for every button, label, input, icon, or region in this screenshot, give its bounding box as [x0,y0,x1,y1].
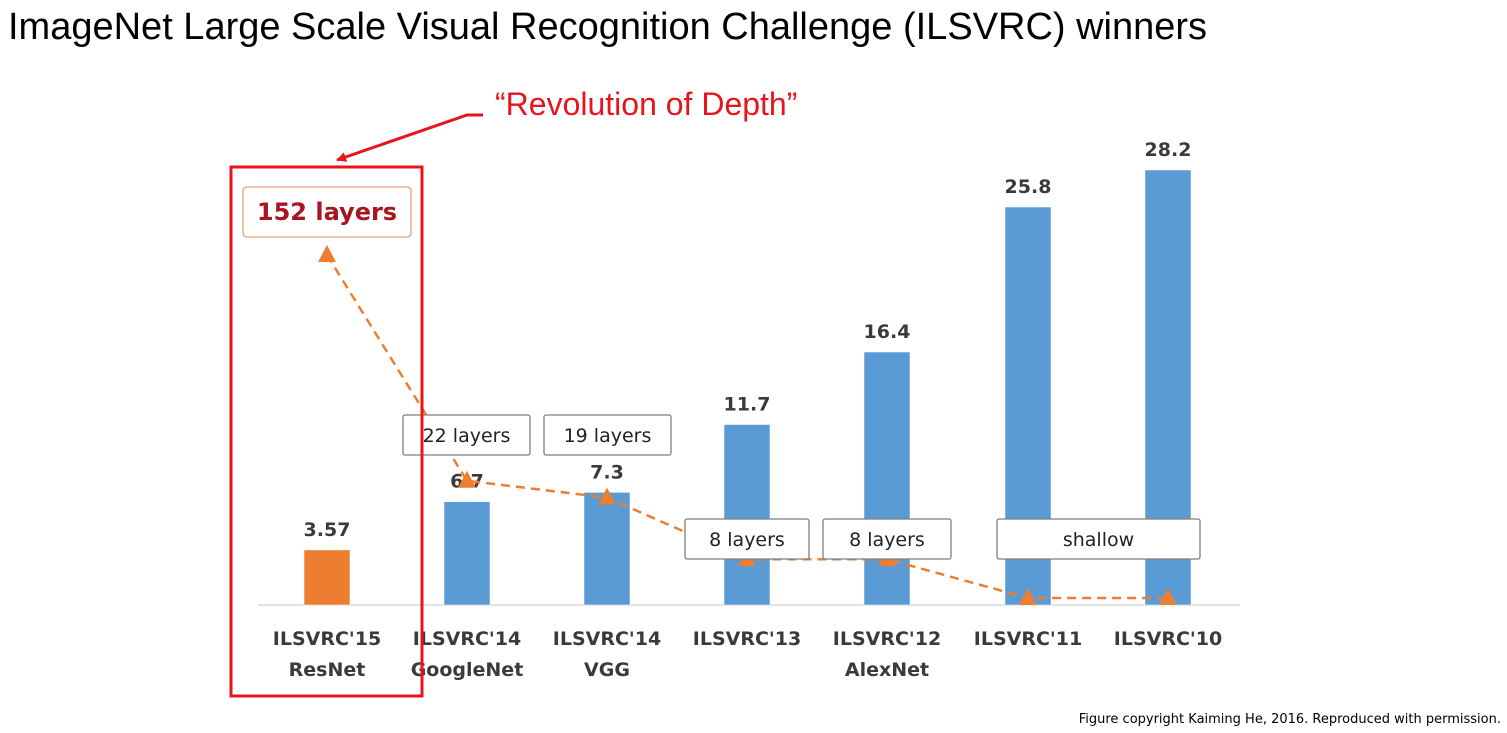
x-tick-label-0-0: ILSVRC'15 [273,628,381,650]
layer-label-box-3 [684,518,810,560]
copyright-note: Figure copyright Kaiming He, 2016. Repro… [1078,712,1501,727]
layer-label-2: 19 layers [564,425,652,447]
resnet-highlight-frame [229,165,424,698]
bar-3 [723,424,771,606]
x-tick-label-0-1: ResNet [289,659,366,681]
callout-arrow [336,113,483,162]
bar-1 [443,501,491,606]
x-tick-label-4-0: ILSVRC'12 [833,628,941,650]
bar-value-label-5: 25.8 [1005,176,1052,198]
callout-text: “Revolution of Depth” [495,86,797,122]
layer-label-4: 8 layers [849,529,925,551]
depth-marker-0 [318,245,336,262]
layer-label-3: 8 layers [709,529,785,551]
layer-labels-layer: 152 layers 22 layers 19 layers 8 layers 8 la… [242,186,1201,560]
layer-label-box-2 [543,414,672,456]
layer-label-box-4 [822,518,952,560]
slide-title: ImageNet Large Scale Visual Recognition … [8,6,1208,48]
bar-2 [583,492,631,606]
layer-label-1: 22 layers [423,425,511,447]
depth-marker-2 [598,487,616,505]
bar-value-label-4: 16.4 [864,321,911,343]
bar-0 [303,549,351,606]
depth-marker-5 [1019,588,1037,605]
bar-value-label-2: 7.3 [590,461,624,483]
layer-label-0: 152 layers [257,198,397,226]
bar-value-label-6: 28.2 [1145,139,1192,161]
x-tick-label-2-1: VGG [584,659,630,681]
bar-4 [863,351,911,606]
bar-value-label-0: 3.57 [304,519,351,541]
x-tick-label-3-0: ILSVRC'13 [693,628,801,650]
layer-label-5: shallow [1063,529,1134,551]
x-tick-label-2-0: ILSVRC'14 [553,628,661,650]
layer-label-box-5 [996,518,1201,560]
x-tick-labels-layer: ILSVRC'15 ResNet ILSVRC'14 GoogleNet ILSVRC'… [273,628,1222,681]
x-tick-label-1-0: ILSVRC'14 [413,628,521,650]
layer-label-box-1 [402,414,531,456]
x-tick-label-4-1: AlexNet [845,659,929,681]
depth-marker-6 [1159,588,1177,605]
x-tick-label-1-1: GoogleNet [411,659,524,681]
x-tick-label-5-0: ILSVRC'11 [974,628,1082,650]
layer-label-box-0 [242,186,412,238]
depth-marker-1 [458,470,476,488]
x-tick-label-6-0: ILSVRC'10 [1114,628,1222,650]
bar-value-label-3: 11.7 [724,394,771,416]
